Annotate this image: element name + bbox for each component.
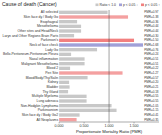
data-label: PMR=1.38 <box>144 15 159 19</box>
tick-label: 0.000 <box>55 124 64 128</box>
category-label: Parkinsonism <box>38 108 59 112</box>
bar <box>59 95 86 98</box>
data-label: PMR=0.51 <box>144 57 159 61</box>
category-label: Laryn and Other Regions Brain Parts <box>3 34 59 38</box>
category-label: Multiple Myeloma <box>32 94 58 98</box>
bar <box>59 71 122 74</box>
category-label: Skin face dy / Body Go2 <box>22 113 58 117</box>
bar <box>59 81 69 84</box>
bar <box>59 109 116 112</box>
x-axis-label: Proportionate Mortality Ratio (PMR) <box>76 129 143 134</box>
bar <box>59 76 87 79</box>
data-label: PMR=0.30 <box>144 34 159 38</box>
legend-swatch <box>96 4 99 7</box>
data-label: PMR=0.76 <box>144 48 159 52</box>
bar <box>59 20 77 23</box>
category-label: Other sites and Head/Neck <box>17 29 58 33</box>
category-label: Lung adenoca <box>37 99 59 103</box>
bar <box>59 104 111 107</box>
bar <box>59 57 84 60</box>
category-label: All Neoplasms <box>36 118 58 122</box>
data-label: PMR=0.20 <box>144 80 159 84</box>
bar <box>59 48 97 51</box>
data-label: PMR=0.21 <box>144 85 159 89</box>
bar <box>59 43 143 46</box>
bar <box>59 85 69 88</box>
bar <box>59 15 128 18</box>
legend-swatch <box>141 4 144 7</box>
category-label: Kidney <box>48 80 59 84</box>
category-label: Blood/Body/Thy/Salin <box>26 76 59 80</box>
legend-swatch <box>119 4 122 7</box>
bar <box>59 53 71 56</box>
category-label: Non-Hodgkin Lymphoma <box>21 104 58 108</box>
tick-label: 1.000 <box>105 124 114 128</box>
chart: Cause of death (Cancer) Ratio < 1.0 p < 0.… <box>0 0 162 135</box>
legend-label: p < 0.05 ↓ <box>123 3 138 7</box>
bar <box>59 118 76 121</box>
data-label: PMR=0.55 <box>144 94 159 98</box>
title: Cause of death (Cancer) <box>2 1 57 7</box>
category-label: Malignant Mesothelioma <box>21 62 58 66</box>
bar <box>59 62 84 65</box>
data-label: PMR=0.36 <box>144 20 159 24</box>
bar <box>59 39 134 42</box>
tick-label: 0.500 <box>80 124 89 128</box>
category-label: Bladder <box>46 85 59 89</box>
category-label: Parkinson's <box>41 38 59 42</box>
data-label: PMR=0.24 <box>144 52 159 56</box>
axis-line <box>59 122 159 123</box>
category-label: Esophageal <box>40 20 58 24</box>
data-label: PMR=0.22 <box>144 66 159 70</box>
data-label: PMR=1.05 <box>144 104 159 108</box>
bar <box>59 90 68 93</box>
data-label: PMR=0.57 <box>144 76 159 80</box>
tick-label: 1.500 <box>130 124 139 128</box>
legend-item: p < 0.05 ↓ <box>119 3 138 7</box>
data-label: PMR=0.44 <box>144 24 159 28</box>
data-label: PMR=0.18 <box>144 90 159 94</box>
data-label: PMR=1.27 <box>144 71 159 75</box>
category-label: Peri Site <box>45 71 58 75</box>
bar <box>59 34 74 37</box>
data-label: PMR=0.35 <box>144 118 159 122</box>
bar <box>59 67 70 70</box>
category-label: Thy Gland <box>42 90 58 94</box>
legend-item: p < 0.05 ↑ <box>141 3 160 7</box>
data-label: PMR=1.50 <box>144 38 159 42</box>
category-label: Bello-Peritoneum-Peritoneum Pleura <box>3 52 58 56</box>
legend: Ratio < 1.0 p < 0.05 ↓ p < 0.05 ↑ <box>96 3 161 7</box>
bar <box>59 11 107 14</box>
category-label: Mesothelioma <box>37 24 58 28</box>
data-label: PMR=0.41 <box>144 113 159 117</box>
reference-line <box>109 10 110 122</box>
legend-item: Ratio < 1.0 <box>96 3 117 7</box>
bar <box>59 25 81 28</box>
category-label: Skin face dy / Body Go <box>24 15 59 19</box>
category-label: Blood 2 <box>47 66 59 70</box>
x-axis: 0.000 0.500 1.000 1.500 <box>55 122 159 128</box>
data-label: PMR=0.97 <box>144 10 159 14</box>
bar <box>59 29 81 32</box>
data-label: PMR=1.68 <box>144 43 159 47</box>
category-label: Nasal inflammation <box>29 57 58 61</box>
bars <box>59 10 143 122</box>
data-label: PMR=1.15 <box>144 108 159 112</box>
legend-label: Ratio < 1.0 <box>100 3 117 7</box>
legend-label: p < 0.05 ↑ <box>145 3 160 7</box>
category-label: Neck of face check <box>29 43 58 47</box>
data-label: PMR=0.51 <box>144 62 159 66</box>
category-label: Lady Go <box>45 48 58 52</box>
data-label: PMR=0.44 <box>144 29 159 33</box>
bar <box>59 113 79 116</box>
data-label: PMR=0.55 <box>144 99 159 103</box>
bar <box>59 99 86 102</box>
category-label: All selected <box>41 10 58 14</box>
